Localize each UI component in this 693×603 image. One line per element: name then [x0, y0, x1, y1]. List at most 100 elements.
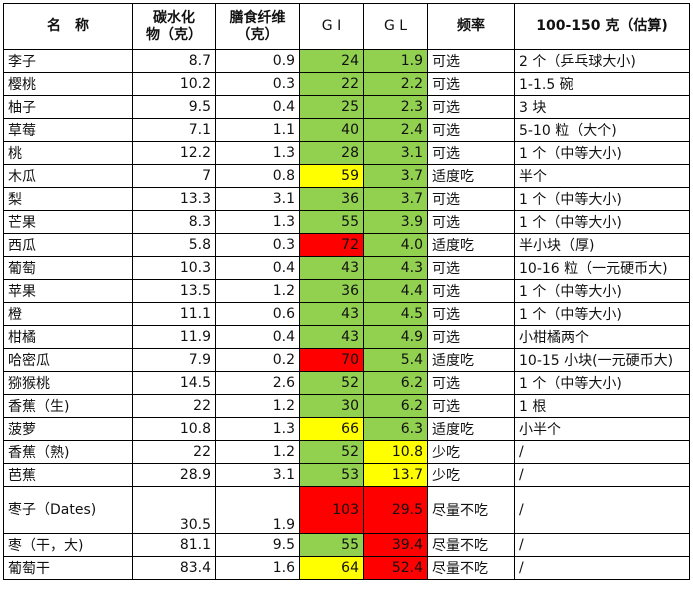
cell-gl: 4.5: [363, 302, 428, 326]
cell-gi: 59: [299, 164, 364, 188]
cell-freq: 可选: [427, 118, 515, 142]
table-row: 芭蕉 28.9 3.1 53 13.7 少吃 /: [3, 463, 690, 487]
cell-gl: 3.7: [363, 187, 428, 211]
cell-fiber: 0.6: [215, 302, 300, 326]
table-row: 樱桃 10.2 0.3 22 2.2 可选 1-1.5 碗: [3, 72, 690, 96]
cell-portion: /: [514, 440, 690, 464]
cell-carb: 8.3: [132, 210, 216, 234]
cell-freq: 适度吃: [427, 233, 515, 257]
cell-freq: 少吃: [427, 440, 515, 464]
cell-carb: 28.9: [132, 463, 216, 487]
cell-gi: 53: [299, 463, 364, 487]
cell-gl: 4.4: [363, 279, 428, 303]
cell-portion: /: [514, 533, 690, 557]
cell-gi: 28: [299, 141, 364, 165]
cell-name: 柚子: [3, 95, 133, 119]
cell-carb: 7.1: [132, 118, 216, 142]
cell-carb: 10.2: [132, 72, 216, 96]
table-row: 柚子 9.5 0.4 25 2.3 可选 3 块: [3, 95, 690, 119]
cell-portion: /: [514, 556, 690, 580]
cell-fiber: 0.3: [215, 72, 300, 96]
cell-fiber: 0.8: [215, 164, 300, 188]
table-row: 柑橘 11.9 0.4 43 4.9 可选 小柑橘两个: [3, 325, 690, 349]
cell-name: 葡萄: [3, 256, 133, 280]
cell-fiber: 0.4: [215, 256, 300, 280]
cell-gl: 5.4: [363, 348, 428, 372]
cell-name: 橙: [3, 302, 133, 326]
cell-name: 哈密瓜: [3, 348, 133, 372]
cell-fiber: 3.1: [215, 463, 300, 487]
cell-carb: 13.5: [132, 279, 216, 303]
table-row: 枣（干，大) 81.1 9.5 55 39.4 尽量不吃 /: [3, 533, 690, 557]
cell-fiber: 1.3: [215, 210, 300, 234]
cell-freq: 可选: [427, 49, 515, 73]
cell-freq: 尽量不吃: [427, 556, 515, 580]
cell-fiber: 1.3: [215, 141, 300, 165]
cell-carb: 7: [132, 164, 216, 188]
cell-gi: 36: [299, 187, 364, 211]
cell-name: 桃: [3, 141, 133, 165]
cell-fiber: 0.4: [215, 95, 300, 119]
cell-freq: 可选: [427, 325, 515, 349]
cell-carb: 5.8: [132, 233, 216, 257]
table-row: 草莓 7.1 1.1 40 2.4 可选 5-10 粒（大个): [3, 118, 690, 142]
cell-carb: 22: [132, 394, 216, 418]
cell-gl: 39.4: [363, 533, 428, 557]
cell-portion: 1-1.5 碗: [514, 72, 690, 96]
cell-gl: 2.3: [363, 95, 428, 119]
cell-freq: 适度吃: [427, 348, 515, 372]
cell-fiber: 1.2: [215, 440, 300, 464]
cell-carb: 12.2: [132, 141, 216, 165]
cell-gl: 4.9: [363, 325, 428, 349]
cell-gi: 30: [299, 394, 364, 418]
cell-gi: 55: [299, 210, 364, 234]
table-row: 葡萄 10.3 0.4 43 4.3 可选 10-16 粒（一元硬币大): [3, 256, 690, 280]
cell-portion: 3 块: [514, 95, 690, 119]
cell-freq: 适度吃: [427, 164, 515, 188]
table-row: 西瓜 5.8 0.3 72 4.0 适度吃 半小块（厚): [3, 233, 690, 257]
cell-fiber: 1.2: [215, 394, 300, 418]
cell-gi: 43: [299, 325, 364, 349]
cell-fiber: 1.9: [215, 486, 300, 534]
table-row: 桃 12.2 1.3 28 3.1 可选 1 个（中等大小): [3, 141, 690, 165]
cell-portion: 半小块（厚): [514, 233, 690, 257]
header-name: 名 称: [3, 3, 133, 50]
cell-name: 木瓜: [3, 164, 133, 188]
cell-fiber: 0.9: [215, 49, 300, 73]
header-carb: 碳水化 物（克）: [132, 3, 216, 50]
table-row: 葡萄干 83.4 1.6 64 52.4 尽量不吃 /: [3, 556, 690, 580]
cell-freq: 可选: [427, 279, 515, 303]
cell-name: 李子: [3, 49, 133, 73]
cell-gi: 103: [299, 486, 364, 534]
cell-freq: 尽量不吃: [427, 486, 515, 534]
cell-gl: 6.3: [363, 417, 428, 441]
cell-gi: 25: [299, 95, 364, 119]
fruit-gi-table: 名 称 碳水化 物（克） 膳食纤维 （克） G I G L 频率 100-150…: [3, 3, 690, 580]
cell-freq: 可选: [427, 72, 515, 96]
cell-fiber: 1.3: [215, 417, 300, 441]
cell-gi: 36: [299, 279, 364, 303]
cell-fiber: 9.5: [215, 533, 300, 557]
cell-portion: 半个: [514, 164, 690, 188]
cell-fiber: 0.4: [215, 325, 300, 349]
cell-freq: 可选: [427, 210, 515, 234]
cell-gl: 3.1: [363, 141, 428, 165]
cell-carb: 10.8: [132, 417, 216, 441]
cell-gi: 40: [299, 118, 364, 142]
cell-gl: 3.7: [363, 164, 428, 188]
table-body: 李子 8.7 0.9 24 1.9 可选 2 个（乒乓球大小) 樱桃 10.2 0.3 22 2.2 可…: [3, 49, 690, 580]
cell-name: 芭蕉: [3, 463, 133, 487]
cell-carb: 9.5: [132, 95, 216, 119]
cell-freq: 可选: [427, 187, 515, 211]
cell-freq: 可选: [427, 95, 515, 119]
header-fiber-text: 膳食纤维 （克）: [229, 9, 286, 43]
cell-fiber: 0.3: [215, 233, 300, 257]
cell-name: 枣（干，大): [3, 533, 133, 557]
table-row: 梨 13.3 3.1 36 3.7 可选 1 个（中等大小): [3, 187, 690, 211]
cell-gi: 66: [299, 417, 364, 441]
table-row: 李子 8.7 0.9 24 1.9 可选 2 个（乒乓球大小): [3, 49, 690, 73]
table-row: 香蕉（熟) 22 1.2 52 10.8 少吃 /: [3, 440, 690, 464]
cell-fiber: 2.6: [215, 371, 300, 395]
cell-carb: 8.7: [132, 49, 216, 73]
cell-freq: 可选: [427, 256, 515, 280]
